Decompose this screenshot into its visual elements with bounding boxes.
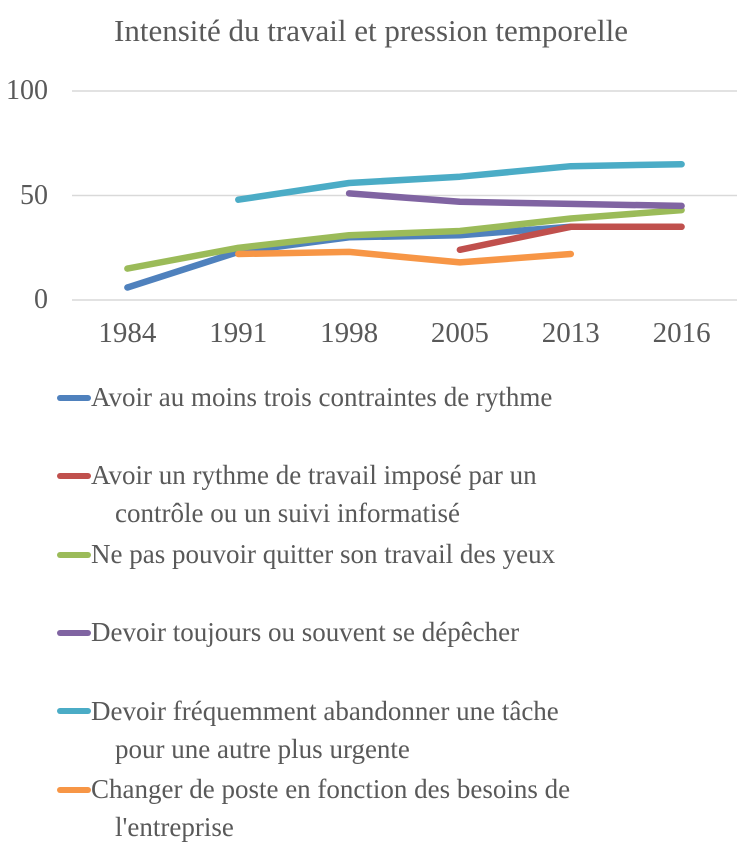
legend-label: pour une autre plus urgente [115, 733, 410, 764]
legend-item: Avoir un rythme de travail imposé par un… [57, 456, 742, 532]
series-line-5 [235, 248, 575, 266]
legend-line-icon [57, 551, 91, 558]
legend-line-icon [57, 786, 91, 793]
x-tick-label: 1991 [209, 317, 268, 349]
legend-item: Avoir au moins trois contraintes de ryth… [57, 378, 742, 416]
legend-label: Devoir toujours ou souvent se dépêcher [91, 617, 520, 648]
legend-item: Ne pas pouvoir quitter son travail des y… [57, 535, 742, 573]
legend-label: Ne pas pouvoir quitter son travail des y… [91, 538, 556, 569]
legend-label: Devoir fréquemment abandonner une tâche [91, 695, 559, 726]
series-line-2 [124, 206, 685, 272]
x-tick-label: 2005 [430, 317, 489, 349]
legend-item: Changer de poste en fonction des besoins… [57, 770, 742, 846]
x-tick-label: 2016 [652, 317, 711, 349]
legend-label: l'entreprise [115, 812, 234, 842]
legend-line-icon [57, 708, 91, 715]
legend-line-icon [57, 394, 91, 401]
legend-item: Devoir fréquemment abandonner une tâche p… [57, 692, 742, 768]
legend-line-icon [57, 473, 91, 480]
legend-label: Avoir un rythme de travail imposé par un [91, 460, 537, 491]
x-tick-label: 1998 [320, 317, 379, 349]
legend-label: Avoir au moins trois contraintes de ryth… [91, 382, 553, 412]
series-line-3 [345, 190, 685, 210]
chart-title: Intensité du travail et pression tempore… [114, 13, 628, 48]
legend-line-icon [57, 629, 91, 636]
y-tick-label: 100 [6, 75, 48, 106]
series-line-4 [235, 160, 685, 203]
y-tick-label: 0 [34, 284, 48, 315]
plot-area [72, 90, 737, 301]
x-tick-label: 2013 [541, 317, 600, 349]
legend-label: contrôle ou un suivi informatisé [115, 498, 460, 529]
legend-label: Changer de poste en fonction des besoins… [91, 774, 571, 804]
legend-item: Devoir toujours ou souvent se dépêcher [57, 613, 742, 651]
series-line-1 [456, 223, 685, 254]
y-tick-label: 50 [20, 179, 48, 211]
x-tick-label: 1984 [98, 317, 157, 349]
